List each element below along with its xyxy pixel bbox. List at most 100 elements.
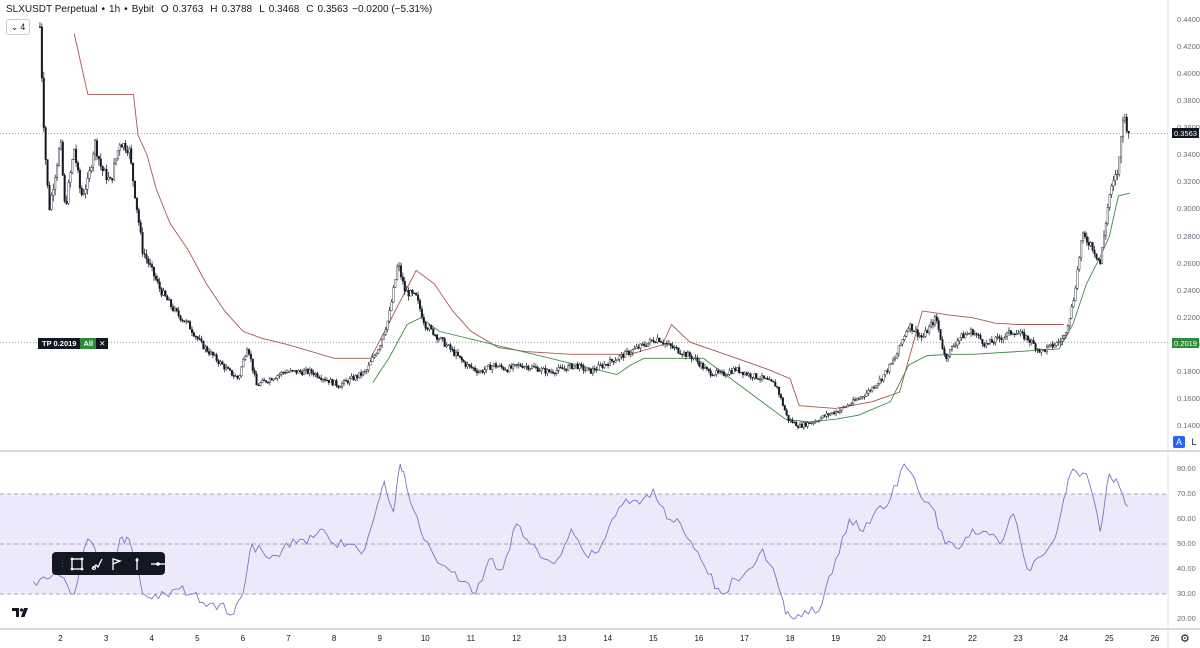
indicators-toggle-button[interactable]: ⌄ 4	[6, 19, 30, 35]
settings-gear-icon[interactable]: ⚙	[1180, 633, 1190, 645]
flag-icon[interactable]	[110, 556, 124, 572]
candle-body	[688, 352, 691, 357]
tp-label[interactable]: TP 0.2019	[38, 338, 81, 349]
take-profit-order[interactable]: TP 0.2019 All ✕	[38, 338, 109, 349]
candle-body	[582, 365, 585, 371]
candle-body	[219, 361, 222, 364]
candle-body	[289, 370, 292, 373]
candle-body	[411, 290, 414, 294]
time-tick-label: 18	[785, 634, 795, 643]
brush-icon[interactable]	[90, 556, 104, 572]
price-tick-label: 0.4200	[1177, 42, 1200, 52]
candle-body	[880, 378, 883, 381]
candle-body	[377, 349, 380, 354]
candle-body	[386, 320, 389, 330]
candle-body	[375, 353, 378, 356]
candle-body	[1070, 306, 1073, 319]
candle-body	[842, 406, 845, 409]
candle-body	[90, 167, 93, 171]
candle-body	[1095, 253, 1098, 259]
candle-body	[94, 140, 97, 155]
candle-body	[964, 334, 967, 339]
tp-cancel-button[interactable]: ✕	[96, 338, 109, 349]
candle-body	[886, 370, 889, 373]
close-key: C	[306, 4, 314, 15]
candle-body	[945, 353, 948, 360]
candle-body	[390, 301, 393, 311]
candle-body	[73, 148, 76, 160]
candle-body	[977, 334, 980, 336]
time-tick-label: 9	[377, 634, 382, 643]
candle-body	[88, 170, 91, 179]
candle-body	[118, 144, 121, 151]
candle-body	[525, 365, 528, 368]
candle-body	[895, 353, 898, 359]
candle-body	[344, 380, 347, 382]
candle-body	[783, 405, 786, 411]
candle-body	[542, 367, 545, 370]
rsi-tick-label: 20.00	[1177, 614, 1196, 623]
candle-body	[1051, 343, 1054, 348]
candle-body	[675, 347, 678, 349]
auto-scale-button[interactable]: A	[1173, 436, 1185, 448]
candle-body	[747, 373, 750, 376]
candle-body	[855, 398, 858, 401]
line-icon[interactable]	[130, 556, 144, 572]
candle-body	[721, 371, 724, 373]
candle-body	[916, 329, 919, 337]
candle-body	[766, 378, 769, 380]
candle-body	[607, 364, 610, 366]
candle-body	[247, 349, 250, 355]
candle-body	[462, 359, 465, 363]
candle-body	[358, 372, 361, 378]
candle-body	[892, 359, 895, 364]
candle-body	[512, 364, 515, 369]
candle-body	[445, 344, 448, 347]
candle-body	[500, 365, 503, 368]
candle-body	[204, 346, 207, 350]
rectangle-icon[interactable]	[70, 556, 84, 572]
candle-body	[1063, 335, 1066, 339]
candle-body	[280, 371, 283, 375]
candle-body	[692, 357, 695, 360]
candle-body	[736, 367, 739, 371]
change-value: −0.0200 (−5.31%)	[352, 4, 433, 15]
candle-body	[838, 410, 841, 413]
drawing-toolbar[interactable]: ⋮⋮	[52, 552, 165, 575]
candle-body	[82, 193, 85, 196]
drag-handle-icon[interactable]: ⋮⋮	[58, 558, 76, 568]
candle-body	[369, 361, 372, 366]
candle-body	[86, 178, 89, 190]
candle-body	[360, 372, 363, 376]
candle-body	[113, 163, 116, 181]
horizontal-ray-icon[interactable]	[150, 556, 166, 572]
time-tick-label: 22	[968, 634, 977, 643]
candle-body	[901, 339, 904, 345]
candle-body	[626, 350, 629, 353]
time-tick-label: 24	[1059, 634, 1069, 643]
candle-body	[270, 378, 273, 381]
candle-body	[629, 352, 632, 355]
symbol-name[interactable]: SLXUSDT Perpetual	[6, 4, 98, 15]
last-price-tag: 0.3563	[1172, 128, 1199, 138]
candle-body	[1112, 180, 1115, 187]
candle-body	[1049, 343, 1052, 346]
tp-quantity[interactable]: All	[80, 338, 97, 349]
candle-body	[618, 355, 621, 360]
candle-body	[1072, 300, 1075, 308]
candle-body	[726, 374, 729, 376]
tradingview-logo-icon[interactable]	[11, 606, 29, 621]
candle-body	[40, 26, 43, 79]
interval[interactable]: 1h	[109, 4, 121, 15]
candle-body	[973, 333, 976, 336]
candle-body	[954, 344, 957, 347]
candle-body	[426, 328, 429, 330]
log-scale-button[interactable]: L	[1191, 437, 1197, 447]
candle-body	[523, 366, 526, 368]
candle-body	[1110, 185, 1113, 195]
candle-body	[143, 253, 146, 255]
candle-body	[920, 335, 923, 338]
candle-body	[620, 353, 623, 357]
candle-body	[778, 387, 781, 395]
